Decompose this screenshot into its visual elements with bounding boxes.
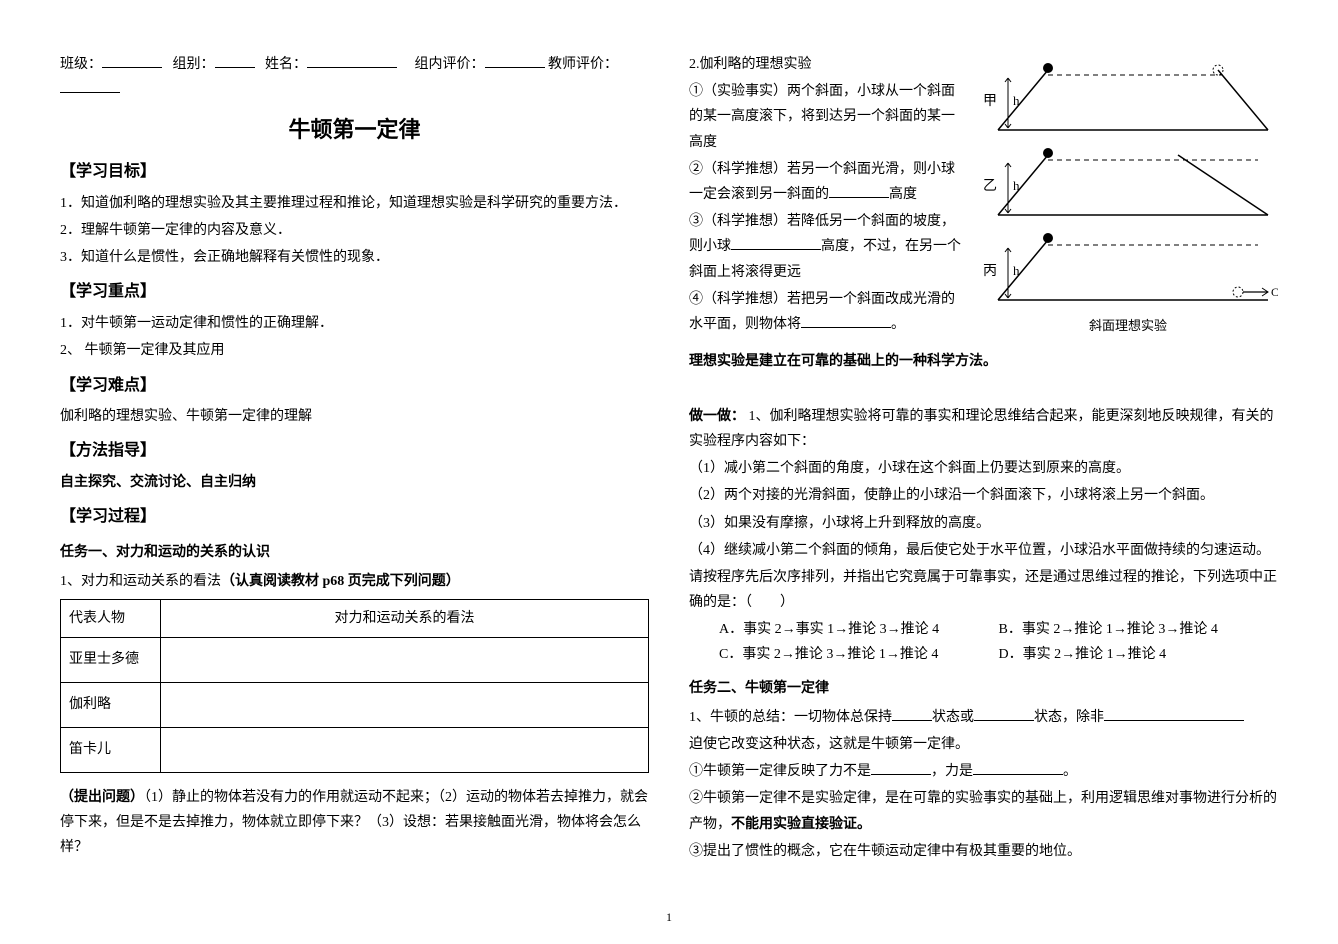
task1-intro: 1、对力和运动关系的看法（认真阅读教材 p68 页完成下列问题） (60, 569, 649, 594)
doit-intro: 做一做： 1、伽利略理想实验将可靠的事实和理论思维结合起来，能更深刻地反映规律，… (689, 404, 1278, 454)
task2-head: 任务二、牛顿第一定律 (689, 676, 1278, 701)
name-label: 姓名： (265, 57, 307, 72)
t2-1c: 状态，除非 (1034, 710, 1104, 725)
galileo-item4: ④（科学推想）若把另一个斜面改成光滑的水平面，则物体将。 (689, 287, 968, 337)
emphasis-item-2: 2、 牛顿第一定律及其应用 (60, 338, 649, 363)
doit-prompt: 请按程序先后次序排列，并指出它究竟属于可靠事实，还是通过思维过程的推论，下列选项… (689, 565, 1278, 615)
option-d: D．事实 2→推论 1→推论 4 (999, 642, 1279, 667)
h-label-1: h (1013, 93, 1020, 108)
option-a: A．事实 2→事实 1→推论 3→推论 4 (719, 617, 999, 642)
table-row: 伽利略 (61, 682, 649, 727)
task2-line1: 1、牛顿的总结：一切物体总保持 状态或 状态，除非 (689, 705, 1278, 730)
header-fields: 班级： 组别： 姓名： 组内评价： 教师评价： (60, 52, 649, 102)
t2s1a: ①牛顿第一定律反映了力不是 (689, 764, 871, 779)
emphasis-item-1: 1．对牛顿第一运动定律和惯性的正确理解． (60, 311, 649, 336)
page-number: 1 (666, 907, 672, 929)
emphasis-head: 【学习重点】 (60, 278, 649, 307)
table-row: 笛卡儿 (61, 727, 649, 772)
t2s1c: 。 (1063, 764, 1077, 779)
question-text: （1）静止的物体若没有力的作用就运动不起来；（2）运动的物体若去掉推力，就会停下… (60, 790, 648, 855)
task2-sub2: ②牛顿第一定律不是实验定律，是在可靠的实验事实的基础上，利用逻辑思维对事物进行分… (689, 786, 1278, 836)
g2b: 高度 (889, 187, 917, 202)
option-b: B．事实 2→推论 1→推论 3→推论 4 (999, 617, 1279, 642)
goal-item-1: 1．知道伽利略的理想实验及其主要推理过程和推论，知道理想实验是科学研究的重要方法… (60, 191, 649, 216)
galileo-head: 2.伽利略的理想实验 (689, 52, 968, 77)
doit-step-4: （4）继续减小第二个斜面的倾角，最后使它处于水平位置，小球沿水平面做持续的匀速运… (689, 538, 1278, 563)
g4b: 。 (891, 317, 905, 332)
propose-question: （提出问题）（1）静止的物体若没有力的作用就运动不起来；（2）运动的物体若去掉推… (60, 785, 649, 861)
method-text: 自主探究、交流讨论、自主归纳 (60, 470, 649, 495)
doit-step-3: （3）如果没有摩擦，小球将上升到释放的高度。 (689, 511, 1278, 536)
option-c: C．事实 2→推论 3→推论 1→推论 4 (719, 642, 999, 667)
task2-sub1: ①牛顿第一定律反映了力不是 ，力是 。 (689, 759, 1278, 784)
teachereval-label: 教师评价： (548, 57, 618, 72)
galileo-conclusion: 理想实验是建立在可靠的基础上的一种科学方法。 (689, 349, 1278, 374)
cell-empty (161, 682, 649, 727)
panel-b-label: 乙 (983, 178, 997, 194)
difficulty-text: 伽利略的理想实验、牛顿第一定律的理解 (60, 404, 649, 429)
t2-1a: 1、牛顿的总结：一切物体总保持 (689, 710, 892, 725)
doit-step-1: （1）减小第二个斜面的角度，小球在这个斜面上仍要达到原来的高度。 (689, 456, 1278, 481)
process-head: 【学习过程】 (60, 503, 649, 532)
task1-head: 任务一、对力和运动的关系的认识 (60, 540, 649, 565)
t2s1b: ，力是 (931, 764, 973, 779)
panel-c-label: 丙 (983, 264, 997, 279)
row-galileo: 伽利略 (61, 682, 161, 727)
task1-intro-note: （认真阅读教材 p68 页完成下列问题） (221, 574, 460, 589)
table-header-col1: 代表人物 (61, 599, 161, 637)
goal-item-2: 2．理解牛顿第一定律的内容及意义． (60, 218, 649, 243)
row-descartes: 笛卡儿 (61, 727, 161, 772)
doit-intro-text: 1、伽利略理想实验将可靠的事实和理论思维结合起来，能更深刻地反映规律，有关的实验… (689, 409, 1274, 449)
cell-empty (161, 727, 649, 772)
left-column: 班级： 组别： 姓名： 组内评价： 教师评价： 牛顿第一定律 【学习目标】 1．… (40, 50, 669, 924)
right-column: h 甲 h 乙 (669, 50, 1298, 924)
table-header-col2: 对力和运动关系的看法 (161, 599, 649, 637)
galileo-item1: ①（实验事实）两个斜面，小球从一个斜面的某一高度滚下，将到达另一个斜面的某一高度 (689, 79, 968, 155)
h-label-3: h (1013, 263, 1020, 278)
cell-empty (161, 637, 649, 682)
goal-head: 【学习目标】 (60, 158, 649, 187)
task2-sub3: ③提出了惯性的概念，它在牛顿运动定律中有极其重要的地位。 (689, 839, 1278, 864)
galileo-item3: ③（科学推想）若降低另一个斜面的坡度，则小球高度，不过，在另一个斜面上将滚得更远 (689, 209, 968, 285)
options-block: A．事实 2→事实 1→推论 3→推论 4 B．事实 2→推论 1→推论 3→推… (719, 617, 1278, 667)
difficulty-head: 【学习难点】 (60, 372, 649, 401)
panel-a-label: 甲 (983, 94, 997, 109)
page-title: 牛顿第一定律 (60, 110, 649, 150)
t2s2b: 不能用实验直接验证。 (731, 817, 871, 832)
c-label: C (1271, 285, 1278, 299)
t2-1b: 状态或 (932, 710, 974, 725)
task1-intro-text: 1、对力和运动关系的看法 (60, 574, 221, 589)
incline-svg: h 甲 h 乙 (978, 50, 1278, 310)
row-aristotle: 亚里士多德 (61, 637, 161, 682)
galileo-item2: ②（科学推想）若另一个斜面光滑，则小球一定会滚到另一斜面的高度 (689, 157, 968, 207)
goal-item-3: 3．知道什么是惯性，会正确地解释有关惯性的现象． (60, 245, 649, 270)
h-label-2: h (1013, 178, 1020, 193)
incline-diagram: h 甲 h 乙 (978, 50, 1278, 337)
doit-step-2: （2）两个对接的光滑斜面，使静止的小球沿一个斜面滚下，小球将滚上另一个斜面。 (689, 483, 1278, 508)
group-label: 组别： (173, 57, 215, 72)
groupeval-label: 组内评价： (415, 57, 485, 72)
method-head: 【方法指导】 (60, 437, 649, 466)
question-label: （提出问题） (60, 790, 144, 805)
task2-line2: 迫使它改变这种状态，这就是牛顿第一定律。 (689, 732, 1278, 757)
views-table: 代表人物 对力和运动关系的看法 亚里士多德 伽利略 笛卡儿 (60, 599, 649, 773)
table-row: 亚里士多德 (61, 637, 649, 682)
doit-head: 做一做： (689, 409, 745, 424)
class-label: 班级： (60, 57, 102, 72)
diagram-caption: 斜面理想实验 (978, 314, 1278, 337)
